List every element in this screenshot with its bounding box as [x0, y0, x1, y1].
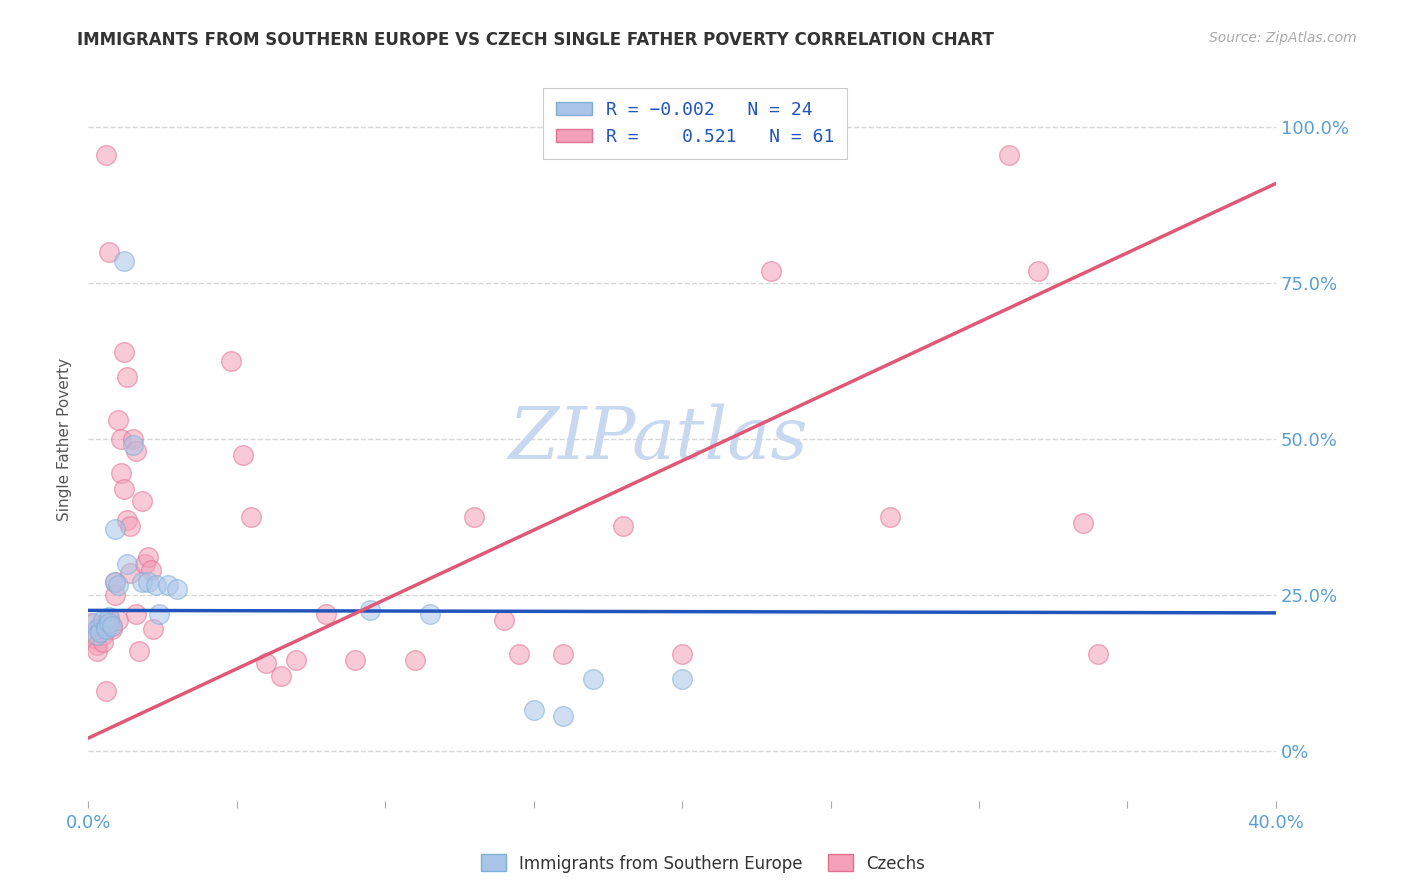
- Point: [254, 657, 277, 671]
- Point: [121, 438, 143, 452]
- Point: [83, 632, 105, 646]
- Point: [134, 557, 156, 571]
- Point: [86, 638, 108, 652]
- Point: [94, 619, 117, 633]
- Point: [115, 557, 138, 571]
- Point: [115, 513, 138, 527]
- Point: [997, 148, 1019, 162]
- Point: [110, 432, 132, 446]
- Point: [83, 615, 105, 630]
- Point: [157, 578, 180, 592]
- Point: [94, 622, 117, 636]
- Point: [145, 578, 167, 592]
- Point: [136, 550, 159, 565]
- Point: [86, 622, 108, 636]
- Point: [121, 432, 143, 446]
- Point: [612, 519, 634, 533]
- Point: [97, 615, 120, 630]
- Point: [124, 444, 146, 458]
- Point: [166, 582, 188, 596]
- Point: [124, 607, 146, 621]
- Point: [107, 578, 129, 592]
- Point: [553, 647, 575, 661]
- Point: [419, 607, 441, 621]
- Text: Source: ZipAtlas.com: Source: ZipAtlas.com: [1209, 31, 1357, 45]
- Point: [91, 628, 114, 642]
- Y-axis label: Single Father Poverty: Single Father Poverty: [58, 358, 72, 521]
- Point: [97, 609, 120, 624]
- Point: [404, 653, 426, 667]
- Point: [86, 628, 108, 642]
- Point: [112, 482, 135, 496]
- Point: [463, 509, 485, 524]
- Point: [508, 647, 530, 661]
- Point: [104, 522, 127, 536]
- Point: [131, 575, 153, 590]
- Point: [112, 344, 135, 359]
- Point: [101, 622, 124, 636]
- Point: [97, 613, 120, 627]
- Point: [142, 622, 165, 636]
- Point: [671, 647, 693, 661]
- Point: [89, 619, 111, 633]
- Point: [232, 448, 254, 462]
- Point: [104, 588, 127, 602]
- Point: [139, 563, 162, 577]
- Point: [86, 644, 108, 658]
- Point: [240, 509, 263, 524]
- Point: [285, 653, 308, 667]
- Legend: R = −0.002   N = 24, R =    0.521   N = 61: R = −0.002 N = 24, R = 0.521 N = 61: [548, 94, 842, 153]
- Point: [879, 509, 901, 524]
- Point: [83, 628, 105, 642]
- Point: [148, 607, 170, 621]
- Point: [89, 625, 111, 640]
- Point: [107, 413, 129, 427]
- Point: [91, 634, 114, 648]
- Point: [112, 254, 135, 268]
- Point: [131, 494, 153, 508]
- Point: [1028, 263, 1050, 277]
- Point: [759, 263, 782, 277]
- Legend: Immigrants from Southern Europe, Czechs: Immigrants from Southern Europe, Czechs: [474, 847, 932, 880]
- Point: [128, 644, 150, 658]
- Point: [107, 613, 129, 627]
- Point: [89, 622, 111, 636]
- Point: [110, 467, 132, 481]
- Point: [104, 575, 127, 590]
- Point: [118, 566, 141, 580]
- Point: [1087, 647, 1109, 661]
- Point: [94, 148, 117, 162]
- Point: [582, 672, 605, 686]
- Point: [344, 653, 367, 667]
- Text: IMMIGRANTS FROM SOUTHERN EUROPE VS CZECH SINGLE FATHER POVERTY CORRELATION CHART: IMMIGRANTS FROM SOUTHERN EUROPE VS CZECH…: [77, 31, 994, 49]
- Point: [101, 619, 124, 633]
- Point: [136, 575, 159, 590]
- Point: [553, 709, 575, 723]
- Point: [97, 244, 120, 259]
- Point: [492, 613, 515, 627]
- Point: [101, 619, 124, 633]
- Point: [118, 519, 141, 533]
- Point: [315, 607, 337, 621]
- Point: [270, 669, 292, 683]
- Point: [1071, 516, 1094, 530]
- Point: [94, 684, 117, 698]
- Point: [359, 603, 381, 617]
- Point: [219, 354, 242, 368]
- Point: [671, 672, 693, 686]
- Point: [80, 615, 103, 630]
- Point: [115, 369, 138, 384]
- Text: ZIPatlas: ZIPatlas: [509, 404, 808, 475]
- Point: [91, 613, 114, 627]
- Point: [104, 575, 127, 590]
- Point: [523, 703, 546, 717]
